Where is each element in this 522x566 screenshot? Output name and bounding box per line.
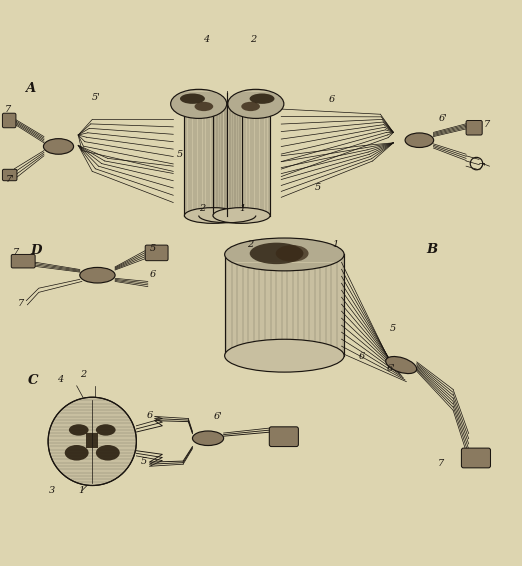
Ellipse shape bbox=[250, 93, 275, 104]
Ellipse shape bbox=[213, 208, 270, 224]
Ellipse shape bbox=[241, 102, 260, 111]
Text: A: A bbox=[25, 82, 35, 95]
FancyBboxPatch shape bbox=[3, 113, 16, 128]
Text: 7: 7 bbox=[437, 459, 444, 468]
Text: 2: 2 bbox=[247, 239, 254, 248]
Ellipse shape bbox=[43, 139, 74, 154]
Text: 2: 2 bbox=[80, 371, 87, 379]
Ellipse shape bbox=[224, 339, 344, 372]
FancyBboxPatch shape bbox=[3, 169, 17, 181]
Ellipse shape bbox=[193, 431, 223, 445]
Bar bbox=[86, 433, 99, 448]
Ellipse shape bbox=[96, 424, 115, 436]
Bar bbox=[224, 255, 344, 355]
Ellipse shape bbox=[228, 89, 284, 118]
Ellipse shape bbox=[184, 208, 242, 224]
Ellipse shape bbox=[69, 424, 89, 436]
Text: D: D bbox=[30, 245, 41, 258]
Text: 6: 6 bbox=[359, 352, 365, 361]
Text: 2: 2 bbox=[250, 35, 256, 44]
Circle shape bbox=[48, 397, 136, 486]
Text: 1: 1 bbox=[333, 239, 339, 248]
Text: 6: 6 bbox=[149, 270, 156, 279]
Ellipse shape bbox=[195, 102, 213, 111]
Text: 1: 1 bbox=[239, 204, 245, 213]
FancyBboxPatch shape bbox=[466, 121, 482, 135]
Text: 4: 4 bbox=[57, 375, 64, 384]
Text: 6: 6 bbox=[147, 411, 153, 420]
Ellipse shape bbox=[250, 243, 303, 264]
Text: 6': 6' bbox=[438, 114, 447, 123]
FancyBboxPatch shape bbox=[11, 255, 35, 268]
Text: 5: 5 bbox=[177, 151, 183, 160]
Text: 6: 6 bbox=[328, 95, 335, 104]
FancyBboxPatch shape bbox=[461, 448, 491, 468]
Text: 5': 5' bbox=[92, 93, 101, 102]
Ellipse shape bbox=[224, 238, 344, 271]
Bar bbox=[184, 104, 242, 216]
Text: 7': 7' bbox=[6, 175, 15, 185]
Text: 1: 1 bbox=[78, 486, 85, 495]
Text: 6': 6' bbox=[387, 365, 396, 373]
Bar bbox=[213, 104, 270, 216]
Ellipse shape bbox=[180, 93, 205, 104]
Ellipse shape bbox=[96, 445, 120, 461]
Text: 7: 7 bbox=[5, 105, 11, 114]
Text: 2: 2 bbox=[199, 204, 205, 213]
Text: 7': 7' bbox=[478, 163, 487, 172]
Text: 7: 7 bbox=[484, 120, 491, 129]
Text: 5: 5 bbox=[315, 183, 321, 191]
Text: 7: 7 bbox=[13, 248, 19, 257]
FancyBboxPatch shape bbox=[269, 427, 299, 447]
Ellipse shape bbox=[276, 245, 309, 261]
Text: 5: 5 bbox=[149, 244, 156, 253]
Ellipse shape bbox=[405, 133, 434, 148]
Ellipse shape bbox=[386, 357, 417, 374]
Ellipse shape bbox=[80, 267, 115, 283]
Text: 5: 5 bbox=[390, 324, 396, 333]
Text: C: C bbox=[28, 374, 39, 387]
Ellipse shape bbox=[65, 445, 89, 461]
Text: 5: 5 bbox=[140, 457, 147, 466]
Text: B: B bbox=[426, 243, 437, 256]
Ellipse shape bbox=[171, 89, 227, 118]
Text: 7: 7 bbox=[18, 299, 24, 308]
Text: 3: 3 bbox=[49, 486, 55, 495]
FancyBboxPatch shape bbox=[145, 245, 168, 261]
Text: 6': 6' bbox=[213, 412, 222, 421]
Text: 4: 4 bbox=[203, 35, 209, 44]
